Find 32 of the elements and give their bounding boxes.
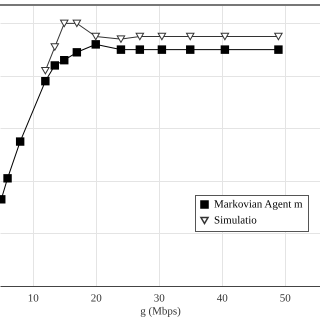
point bbox=[136, 45, 144, 54]
point bbox=[50, 61, 60, 70]
point bbox=[220, 45, 230, 54]
point bbox=[72, 20, 82, 28]
point bbox=[50, 43, 60, 51]
x-tick-label: 30 bbox=[154, 292, 166, 304]
x-tick-label: 50 bbox=[280, 292, 292, 304]
point bbox=[116, 35, 126, 43]
x-tick-label: 40 bbox=[216, 292, 228, 304]
point bbox=[186, 45, 194, 54]
point bbox=[220, 32, 230, 40]
legend-label: Simulatio bbox=[214, 214, 258, 226]
point bbox=[92, 40, 100, 49]
x-tick-label: 20 bbox=[90, 292, 102, 304]
point bbox=[158, 32, 166, 40]
point bbox=[274, 45, 283, 54]
point bbox=[41, 66, 50, 74]
point bbox=[274, 32, 283, 40]
point bbox=[41, 76, 50, 86]
point bbox=[136, 32, 144, 40]
point bbox=[92, 32, 100, 40]
x-axis-title: g (Mbps) bbox=[140, 306, 182, 318]
point bbox=[72, 48, 82, 56]
point bbox=[116, 45, 126, 54]
point bbox=[3, 174, 12, 183]
x-tick-label: 10 bbox=[28, 292, 40, 304]
point bbox=[16, 137, 24, 146]
point bbox=[60, 20, 68, 28]
point bbox=[158, 45, 166, 54]
legend-label: Markovian Agent m bbox=[214, 198, 304, 210]
point bbox=[60, 56, 68, 64]
point bbox=[186, 32, 194, 40]
